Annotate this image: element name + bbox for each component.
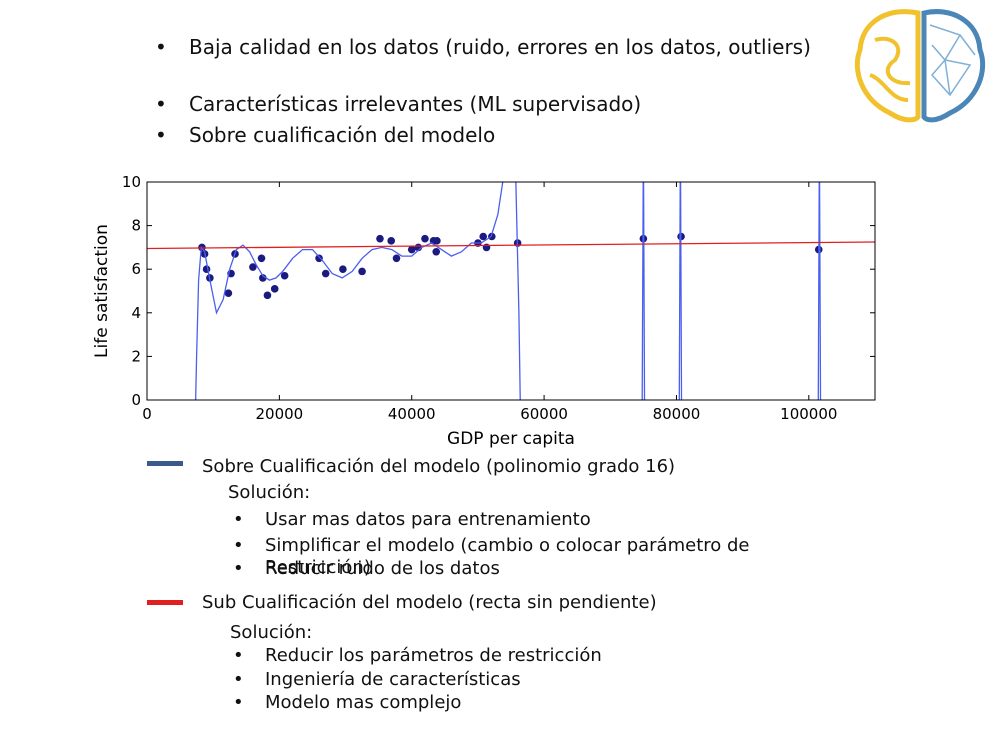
y-tick-label: 4 — [131, 304, 141, 322]
legend-swatch — [147, 600, 183, 605]
bullet: • — [155, 92, 167, 116]
chart: GDP per capita Life satisfaction 0 20000 4… — [92, 173, 876, 449]
y-tick-label: 8 — [131, 217, 141, 235]
solution-item: Reducir ruido de los datos — [265, 558, 500, 579]
bullet: • — [233, 535, 244, 556]
bullet: • — [233, 645, 244, 666]
data-point — [376, 234, 384, 243]
data-point — [421, 234, 429, 243]
data-point — [257, 254, 266, 263]
data-point — [407, 245, 416, 254]
data-point — [259, 274, 267, 282]
bullet: • — [233, 509, 244, 530]
data-point — [433, 237, 441, 245]
data-point — [263, 291, 272, 300]
data-point — [249, 263, 257, 271]
data-point — [321, 269, 330, 278]
x-tick-label: 60000 — [520, 405, 568, 423]
solution-label: Solución: — [230, 622, 313, 643]
solution-item: Simplificar el modelo (cambio o colocar … — [265, 535, 750, 578]
bullet: • — [233, 692, 244, 713]
data-point — [432, 247, 441, 256]
solution-item: Ingeniería de características — [265, 669, 521, 690]
data-point — [392, 254, 401, 263]
x-tick-label: 40000 — [388, 405, 436, 423]
bullet-text: Baja calidad en los datos (ruido, errore… — [189, 35, 811, 59]
solution-item: Usar mas datos para entrenamiento — [265, 509, 591, 530]
data-point — [339, 265, 347, 273]
data-point — [387, 237, 396, 245]
data-point — [488, 232, 496, 241]
solution-item: Reducir los parámetros de restricción — [265, 645, 602, 666]
y-tick-label: 10 — [122, 173, 141, 191]
line-series — [147, 241, 875, 250]
x-tick-label: 0 — [142, 405, 152, 423]
y-tick-label: 0 — [131, 391, 141, 409]
plot-area — [147, 182, 875, 400]
x-tick-label: 20000 — [256, 405, 304, 423]
solution-item: Modelo mas complejo — [265, 692, 462, 713]
bullet: • — [155, 35, 167, 59]
y-axis-label: Life satisfaction — [92, 224, 112, 358]
line-series — [194, 182, 822, 400]
data-point — [202, 265, 211, 273]
legend-swatch — [147, 461, 183, 466]
data-point — [280, 271, 289, 280]
data-point — [358, 267, 366, 276]
y-tick-label: 6 — [131, 260, 141, 278]
legend-text: Sobre Cualificación del modelo (polinomi… — [202, 456, 676, 477]
x-tick-label: 100000 — [780, 405, 837, 423]
bullet: • — [233, 558, 244, 579]
plot-frame — [146, 181, 876, 401]
data-point — [270, 285, 279, 293]
bullet-text: Características irrelevantes (ML supervi… — [189, 92, 642, 116]
data-point — [479, 232, 488, 241]
solution-label: Solución: — [228, 482, 311, 503]
x-tick-label: 80000 — [653, 405, 701, 423]
x-axis-label: GDP per capita — [447, 429, 575, 449]
data-point — [315, 254, 323, 263]
bullet-text: Sobre cualificación del modelo — [189, 123, 496, 147]
y-tick-label: 2 — [131, 347, 141, 365]
legend-text: Sub Cualificación del modelo (recta sin … — [202, 592, 657, 613]
data-point — [224, 289, 233, 297]
bullet: • — [155, 123, 167, 147]
brain-logo — [854, 9, 986, 123]
bullet: • — [233, 669, 244, 690]
data-point — [482, 243, 491, 252]
